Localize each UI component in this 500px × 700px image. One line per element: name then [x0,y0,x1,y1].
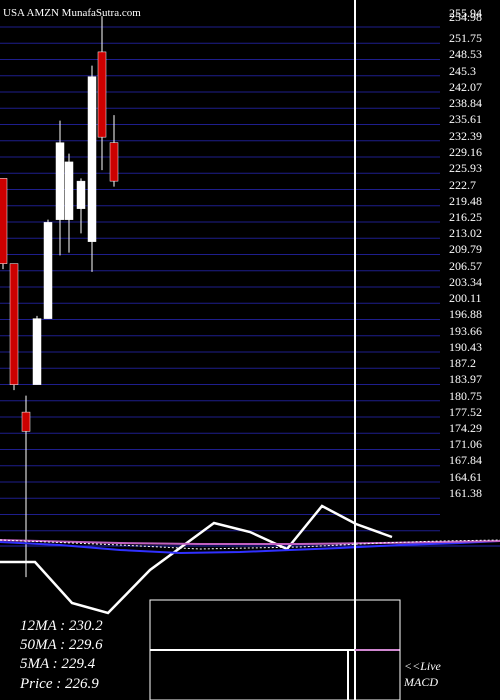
price-tick-label: 251.75 [449,31,482,45]
candle-body [43,222,53,319]
ma-line [0,540,500,555]
candlesticks [0,16,119,578]
price-tick-label: 183.97 [449,372,482,386]
live-label: <<Live [404,659,442,673]
price-tick-label: 229.16 [449,145,482,159]
candle-body [64,161,74,220]
stat-12ma: 12MA : 230.2 [20,618,103,634]
price-tick-label: 219.48 [449,194,482,208]
price-tick-label: 174.29 [449,421,482,435]
price-tick-label: 193.66 [449,324,482,338]
candle-body [9,263,19,385]
price-tick-label: 164.61 [449,470,482,484]
price-tick-label: 167.84 [449,453,482,467]
candle-body [32,318,42,385]
chart-title: USA AMZN MunafaSutra.com [3,7,141,19]
stat-price: Price : 226.9 [19,676,99,692]
candle-body [87,76,97,242]
price-tick-label: 209.79 [449,242,482,256]
price-tick-label: 225.93 [449,161,482,175]
price-tick-label: 242.07 [449,80,482,94]
price-tick-label: 187.2 [449,356,476,370]
price-tick-label: 206.57 [449,259,482,273]
dotted-line [0,539,500,550]
stat-5ma: 5MA : 229.4 [20,656,96,672]
macd-line [0,504,393,615]
macd-label: MACD [403,675,438,689]
price-tick-label: 196.88 [449,307,482,321]
price-grid [0,26,500,547]
price-tick-label: 190.43 [449,340,482,354]
price-tick-label: 161.38 [449,486,482,500]
price-tick-label: 203.34 [449,275,482,289]
price-tick-label: 248.53 [449,47,482,61]
candle-body [76,180,86,209]
price-tick-label: 235.61 [449,112,482,126]
price-tick-label: 200.11 [449,291,482,305]
price-tick-label: 254.98 [449,10,482,24]
price-tick-label: 213.02 [449,226,482,240]
price-tick-label: 171.06 [449,437,482,451]
price-tick-label: 255.94 [449,6,482,20]
stat-50ma: 50MA : 229.6 [20,637,103,653]
price-tick-label: 238.84 [449,96,482,110]
signal-line [0,539,500,545]
candle-body [97,51,107,138]
price-tick-label: 222.7 [449,178,476,192]
candle-body [109,142,119,182]
price-tick-label: 216.25 [449,210,482,224]
price-tick-label: 232.39 [449,129,482,143]
price-tick-label: 180.75 [449,389,482,403]
candle-body [55,142,65,220]
candle-body [21,411,31,432]
price-tick-label: 245.3 [449,64,476,78]
price-tick-label: 177.52 [449,405,482,419]
macd-panel [149,599,401,700]
candle-body [0,178,8,264]
